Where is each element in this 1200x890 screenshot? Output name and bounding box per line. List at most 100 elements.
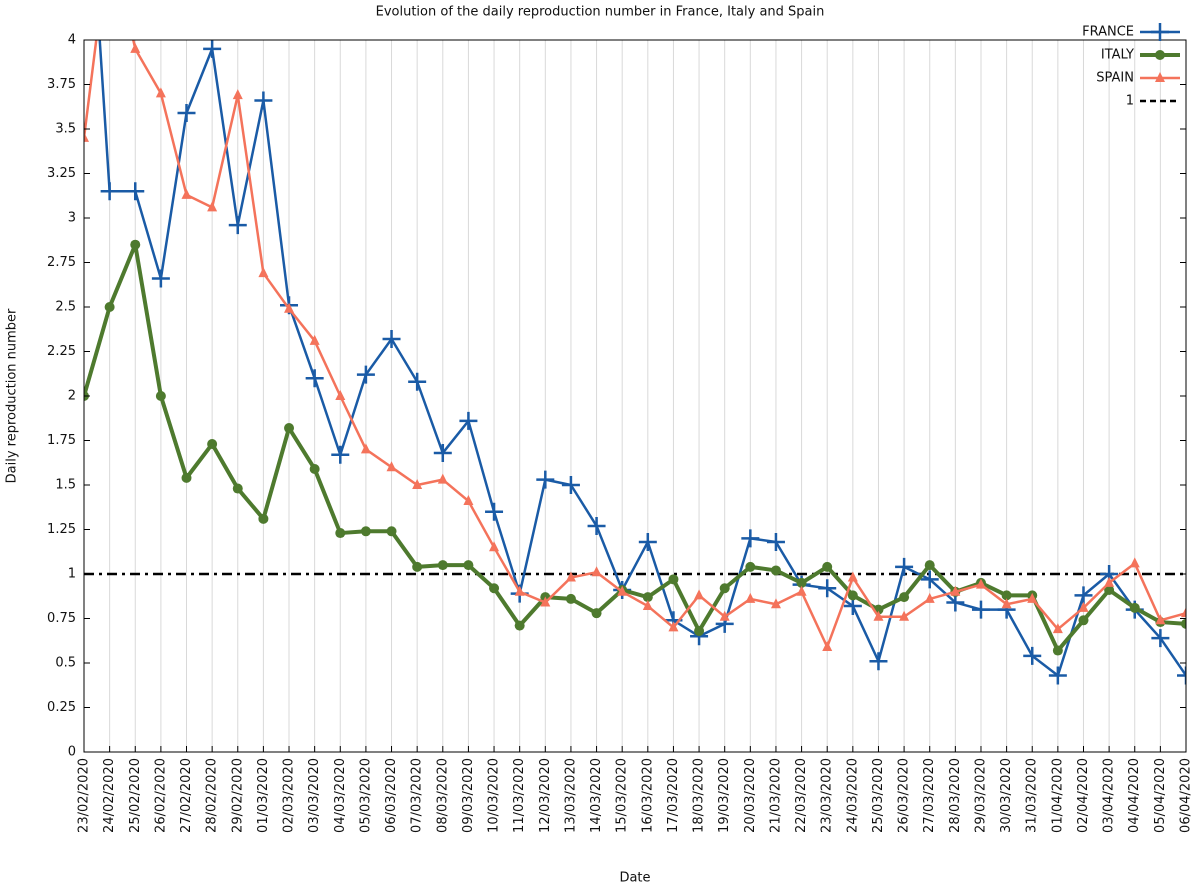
marker [181,472,192,483]
y-tick-label: 2.75 [47,255,76,270]
marker [412,479,423,489]
marker [1052,623,1063,634]
marker [1052,645,1063,656]
marker [232,89,243,100]
y-tick-label: 1.5 [55,478,76,493]
marker [408,372,427,391]
x-tick-label: 12/03/2020 [538,758,553,833]
marker [766,532,785,551]
marker [1129,557,1140,568]
marker [437,473,448,484]
marker [207,439,218,450]
marker [155,87,166,98]
marker [1104,585,1115,596]
y-tick-label: 0.5 [55,656,76,671]
x-tick-label: 06/04/2020 [1179,758,1194,833]
x-tick-label: 04/03/2020 [333,758,348,833]
marker [126,182,145,201]
x-tick-label: 30/03/2020 [999,758,1014,833]
x-tick-label: 24/02/2020 [102,758,117,833]
marker [100,182,119,201]
x-tick-label: 05/03/2020 [358,758,373,833]
x-tick-label: 17/03/2020 [666,758,681,833]
x-tick-label: 26/03/2020 [897,758,912,833]
x-tick-label: 23/02/2020 [77,758,92,833]
marker [489,541,500,552]
marker [719,583,730,594]
marker [331,445,350,464]
marker [463,495,474,506]
x-tick-label: 03/04/2020 [1102,758,1117,833]
x-tick-label: 04/04/2020 [1127,758,1142,833]
series-line [84,40,1186,649]
marker [1048,666,1067,685]
marker [1074,586,1093,605]
x-tick-label: 16/03/2020 [640,758,655,833]
legend-label: 1 [1126,94,1134,109]
marker [770,565,781,576]
x-tick-label: 29/02/2020 [230,758,245,833]
marker [587,516,606,535]
marker [130,42,141,53]
marker [284,302,295,313]
y-tick-label: 3.25 [47,166,76,181]
marker [386,461,397,472]
marker [412,561,423,572]
x-tick-label: 11/03/2020 [512,758,527,833]
marker [971,600,990,619]
legend-marker [1151,23,1169,41]
x-tick-label: 15/03/2020 [615,758,630,833]
marker [254,91,273,110]
legend-marker [1151,23,1169,41]
marker [258,513,269,524]
marker [899,592,910,603]
y-tick-label: 3.75 [47,77,76,92]
marker [228,216,247,235]
marker [719,610,730,621]
y-tick-label: 0.75 [47,611,76,626]
marker [203,40,222,58]
marker [694,589,705,600]
x-tick-label: 21/03/2020 [768,758,783,833]
x-tick-label: 06/03/2020 [384,758,399,833]
marker [305,369,324,388]
x-tick-label: 24/03/2020 [845,758,860,833]
marker [258,267,269,278]
marker [1104,576,1115,587]
marker [895,557,914,576]
y-tick-label: 3 [68,211,76,226]
legend-marker [1155,50,1165,60]
x-tick-label: 27/03/2020 [922,758,937,833]
marker [565,593,576,604]
marker [356,365,375,384]
marker [151,269,170,288]
x-tick-label: 29/03/2020 [973,758,988,833]
marker [561,476,580,494]
x-tick-label: 02/04/2020 [1076,758,1091,833]
x-axis-label: Date [619,871,650,886]
x-tick-label: 28/02/2020 [205,758,220,833]
marker [924,592,935,603]
marker [386,526,397,537]
marker [181,188,192,199]
series-line [84,242,1186,653]
marker [668,621,679,632]
marker [668,574,679,585]
marker [130,239,141,250]
marker [1001,598,1012,609]
marker [84,131,89,142]
x-tick-label: 05/04/2020 [1153,758,1168,833]
y-tick-label: 1.25 [47,522,76,537]
y-tick-label: 2.5 [55,300,76,315]
x-tick-label: 25/02/2020 [128,758,143,833]
marker [1001,590,1012,601]
x-tick-label: 25/03/2020 [871,758,886,833]
marker [335,390,346,400]
x-tick-label: 08/03/2020 [435,758,450,833]
marker [463,560,474,571]
marker [489,583,500,594]
y-tick-label: 1 [68,567,76,582]
marker [822,561,833,572]
marker [818,579,837,598]
